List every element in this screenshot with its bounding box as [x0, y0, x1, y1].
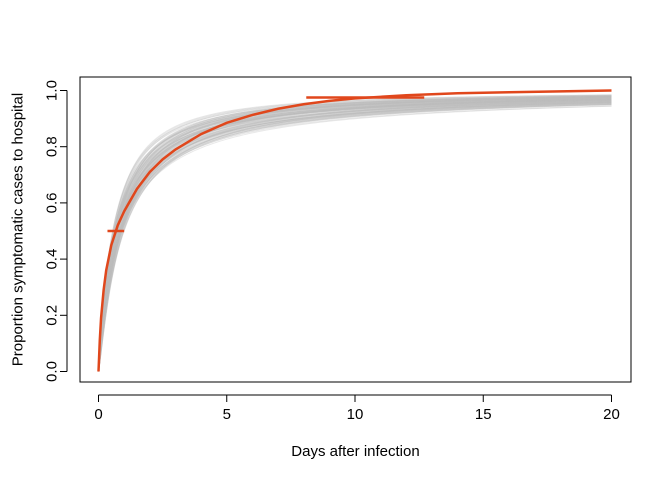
draw-line — [98, 104, 612, 372]
draw-line — [98, 96, 612, 372]
x-tick-label: 15 — [475, 406, 492, 423]
draw-line — [98, 98, 612, 372]
draw-line — [98, 103, 612, 372]
draw-line — [98, 100, 612, 372]
draw-line — [98, 96, 612, 372]
y-tick-label: 0.2 — [44, 305, 61, 326]
draw-line — [98, 95, 612, 372]
draw-line — [98, 101, 612, 372]
draw-line — [98, 98, 612, 372]
x-tick-label: 5 — [223, 406, 231, 423]
uncertainty-draws — [98, 94, 612, 372]
draw-line — [98, 99, 612, 372]
draw-line — [98, 98, 612, 372]
draw-line — [98, 101, 612, 372]
draw-line — [98, 95, 612, 372]
x-axis-label: Days after infection — [291, 443, 419, 460]
draw-line — [98, 98, 612, 372]
draw-line — [98, 100, 612, 372]
draw-line — [98, 99, 612, 372]
draw-line — [98, 97, 612, 372]
draw-line — [98, 96, 612, 372]
draw-line — [98, 96, 612, 372]
central-estimate-series — [97, 89, 612, 372]
y-tick-label: 0.0 — [44, 361, 61, 382]
draw-line — [98, 98, 612, 372]
plot-frame — [79, 76, 632, 383]
draw-line — [98, 101, 612, 372]
draw-line — [98, 96, 612, 372]
draw-line — [98, 99, 612, 372]
draw-line — [98, 96, 612, 372]
draw-line — [98, 103, 612, 372]
draw-line — [98, 102, 612, 372]
y-tick-label: 0.6 — [44, 192, 61, 213]
draw-line — [98, 99, 612, 372]
draw-line — [98, 99, 612, 372]
x-tick-label: 0 — [94, 406, 102, 423]
draw-line — [98, 98, 612, 372]
draw-line — [98, 102, 612, 372]
draw-line — [98, 98, 612, 372]
x-tick-label: 20 — [603, 406, 620, 423]
y-axis: 0.0 0.2 0.4 0.6 0.8 1.0 — [44, 80, 68, 382]
draw-line — [98, 99, 612, 372]
draw-line — [98, 104, 612, 372]
draw-line — [98, 99, 612, 372]
central-estimate-line — [97, 89, 612, 372]
draw-line — [98, 95, 612, 372]
draw-line — [98, 102, 612, 372]
draw-line — [98, 105, 612, 372]
draw-line — [98, 100, 612, 372]
draw-line — [98, 103, 612, 372]
draw-line — [98, 95, 612, 372]
draw-line — [98, 95, 612, 372]
draw-line — [98, 102, 612, 372]
draw-line — [98, 105, 612, 372]
x-tick-label: 10 — [347, 406, 364, 423]
y-tick-label: 0.4 — [44, 249, 61, 270]
draw-line — [98, 103, 612, 372]
draw-line — [98, 100, 612, 372]
draw-line — [98, 96, 612, 372]
draw-line — [98, 99, 612, 372]
draw-line — [98, 99, 612, 372]
draw-line — [98, 101, 612, 372]
interval-markers — [107, 96, 425, 233]
draw-line — [98, 96, 612, 372]
draw-line — [98, 101, 612, 372]
draw-line — [98, 103, 612, 372]
y-tick-label: 1.0 — [44, 80, 61, 101]
draw-line — [98, 98, 612, 372]
draw-line — [98, 102, 612, 372]
draw-line — [98, 100, 612, 372]
draw-line — [98, 101, 612, 372]
draw-line — [98, 99, 612, 372]
draw-line — [98, 103, 612, 372]
draw-line — [98, 96, 612, 372]
y-tick-label: 0.8 — [44, 136, 61, 157]
draw-line — [98, 95, 612, 372]
draw-line — [98, 103, 612, 372]
x-axis: 0 5 10 15 20 — [94, 394, 620, 423]
draw-line — [98, 94, 612, 372]
draw-line — [98, 99, 612, 372]
draw-line — [98, 94, 612, 372]
draw-line — [98, 96, 612, 372]
y-axis-label: Proportion symptomatic cases to hospital — [10, 93, 27, 366]
draw-line — [98, 100, 612, 372]
draw-line — [98, 101, 612, 372]
draw-line — [98, 101, 612, 372]
draw-line — [98, 96, 612, 372]
draw-line — [98, 100, 612, 372]
